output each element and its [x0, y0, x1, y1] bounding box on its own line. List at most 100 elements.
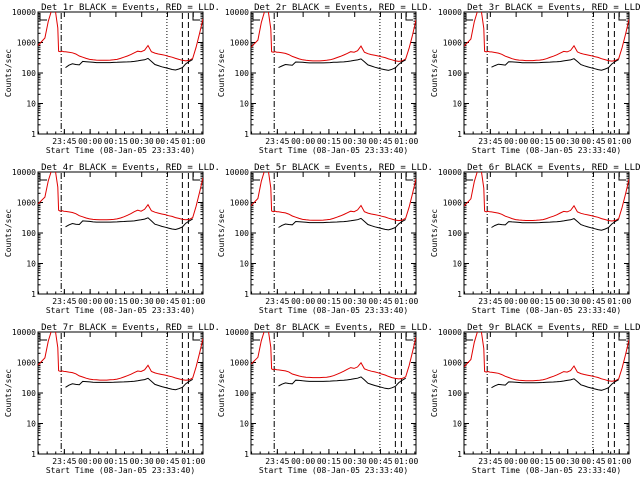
x-tick-label: 01:00 — [607, 297, 631, 306]
y-tick-label: 10 — [239, 420, 249, 429]
x-tick-label: 00:15 — [530, 457, 554, 466]
x-axis-label: Start Time (08-Jan-05 23:33:40) — [259, 306, 408, 315]
plot-frame — [250, 11, 417, 135]
events-series-line — [65, 217, 193, 231]
y-tick-label: 10000 — [438, 328, 462, 337]
detector-panel-6: Det 6r BLACK = Events, RED = LLD. 1 10 100 1… — [430, 163, 640, 315]
corner-marker — [618, 173, 626, 181]
y-tick-label: 1 — [31, 130, 36, 139]
events-series-line — [491, 378, 619, 391]
x-tick-label: 00:00 — [78, 137, 102, 146]
y-axis-label: Counts/sec — [430, 369, 439, 417]
x-axis-label: Start Time (08-Jan-05 23:33:40) — [259, 466, 408, 475]
x-axis-label: Start Time (08-Jan-05 23:33:40) — [46, 466, 195, 475]
y-tick-label: 10000 — [225, 168, 249, 177]
x-tick-label: 23:45 — [478, 457, 502, 466]
y-tick-label: 1 — [457, 130, 462, 139]
x-tick-label: 00:15 — [530, 137, 554, 146]
y-tick-label: 100 — [448, 229, 463, 238]
y-tick-label: 10 — [26, 260, 36, 269]
detector-panel-3: Det 3r BLACK = Events, RED = LLD. 1 10 100 1… — [430, 3, 640, 155]
x-tick-label: 00:15 — [317, 297, 341, 306]
y-tick-label: 1 — [457, 290, 462, 299]
plot-frame — [250, 331, 417, 455]
corner-marker — [192, 13, 200, 21]
y-tick-label: 100 — [235, 69, 250, 78]
lld-series-line — [251, 12, 416, 62]
x-axis-label: Start Time (08-Jan-05 23:33:40) — [472, 306, 621, 315]
x-axis-label: Start Time (08-Jan-05 23:33:40) — [259, 146, 408, 155]
y-axis-label: Counts/sec — [430, 49, 439, 97]
x-tick-label: 00:30 — [130, 297, 154, 306]
x-tick-label: 00:15 — [104, 297, 128, 306]
corner-marker — [465, 173, 473, 181]
y-axis-label: Counts/sec — [217, 209, 226, 257]
x-tick-label: 01:00 — [181, 137, 205, 146]
x-tick-label: 23:45 — [478, 297, 502, 306]
detector-panel-7: Det 7r BLACK = Events, RED = LLD. 1 10 100 1… — [4, 323, 220, 475]
x-tick-label: 00:30 — [343, 457, 367, 466]
corner-marker — [39, 13, 47, 21]
corner-marker — [192, 173, 200, 181]
x-tick-label: 01:00 — [607, 457, 631, 466]
y-tick-label: 10 — [26, 100, 36, 109]
y-tick-label: 100 — [448, 389, 463, 398]
lld-series-line — [38, 332, 203, 381]
y-tick-label: 1000 — [230, 199, 249, 208]
panel-title: Det 1r BLACK = Events, RED = LLD. — [41, 3, 220, 13]
y-tick-label: 10 — [239, 260, 249, 269]
x-tick-label: 00:15 — [317, 137, 341, 146]
detector-panel-9: Det 9r BLACK = Events, RED = LLD. 1 10 100 1… — [430, 323, 640, 475]
y-tick-label: 1000 — [443, 359, 462, 368]
y-tick-label: 1000 — [17, 199, 36, 208]
x-tick-label: 00:45 — [581, 137, 605, 146]
y-tick-label: 1 — [457, 450, 462, 459]
panel-title: Det 7r BLACK = Events, RED = LLD. — [41, 323, 220, 333]
panel-title: Det 8r BLACK = Events, RED = LLD. — [254, 323, 433, 333]
lld-series-line — [464, 332, 629, 382]
corner-marker — [39, 173, 47, 181]
x-tick-label: 00:30 — [556, 137, 580, 146]
corner-marker — [192, 333, 200, 341]
x-tick-label: 00:30 — [130, 137, 154, 146]
lld-series-line — [38, 12, 203, 62]
detector-panel-8: Det 8r BLACK = Events, RED = LLD. 1 10 100 1… — [217, 323, 433, 475]
y-axis-label: Counts/sec — [4, 209, 13, 257]
x-tick-label: 00:15 — [104, 457, 128, 466]
y-axis-label: Counts/sec — [4, 369, 13, 417]
y-tick-label: 10000 — [12, 8, 36, 17]
y-tick-label: 1000 — [17, 39, 36, 48]
y-tick-label: 1 — [31, 450, 36, 459]
corner-marker — [405, 333, 413, 341]
x-tick-label: 00:00 — [504, 137, 528, 146]
corner-marker — [405, 173, 413, 181]
y-tick-label: 10 — [452, 260, 462, 269]
y-axis-label: Counts/sec — [217, 369, 226, 417]
corner-marker — [618, 333, 626, 341]
plot-frame — [37, 11, 204, 135]
x-tick-label: 23:45 — [52, 297, 76, 306]
detector-panel-4: Det 4r BLACK = Events, RED = LLD. 1 10 100 1… — [4, 163, 220, 315]
y-axis-label: Counts/sec — [430, 209, 439, 257]
x-tick-label: 00:00 — [78, 457, 102, 466]
x-tick-label: 00:00 — [504, 297, 528, 306]
y-tick-label: 1000 — [443, 39, 462, 48]
x-tick-label: 23:45 — [52, 457, 76, 466]
corner-marker — [465, 13, 473, 21]
x-axis-label: Start Time (08-Jan-05 23:33:40) — [46, 306, 195, 315]
y-tick-label: 1000 — [17, 359, 36, 368]
x-tick-label: 01:00 — [181, 457, 205, 466]
corner-marker — [252, 13, 260, 21]
y-tick-label: 1000 — [230, 359, 249, 368]
x-tick-label: 00:45 — [581, 297, 605, 306]
y-tick-label: 1 — [31, 290, 36, 299]
events-series-line — [278, 217, 406, 231]
events-series-line — [278, 376, 406, 390]
events-series-line — [278, 58, 406, 71]
y-tick-label: 10000 — [225, 328, 249, 337]
plot-frame — [250, 171, 417, 295]
x-tick-label: 01:00 — [394, 457, 418, 466]
y-tick-label: 10000 — [438, 168, 462, 177]
events-series-line — [491, 218, 619, 231]
